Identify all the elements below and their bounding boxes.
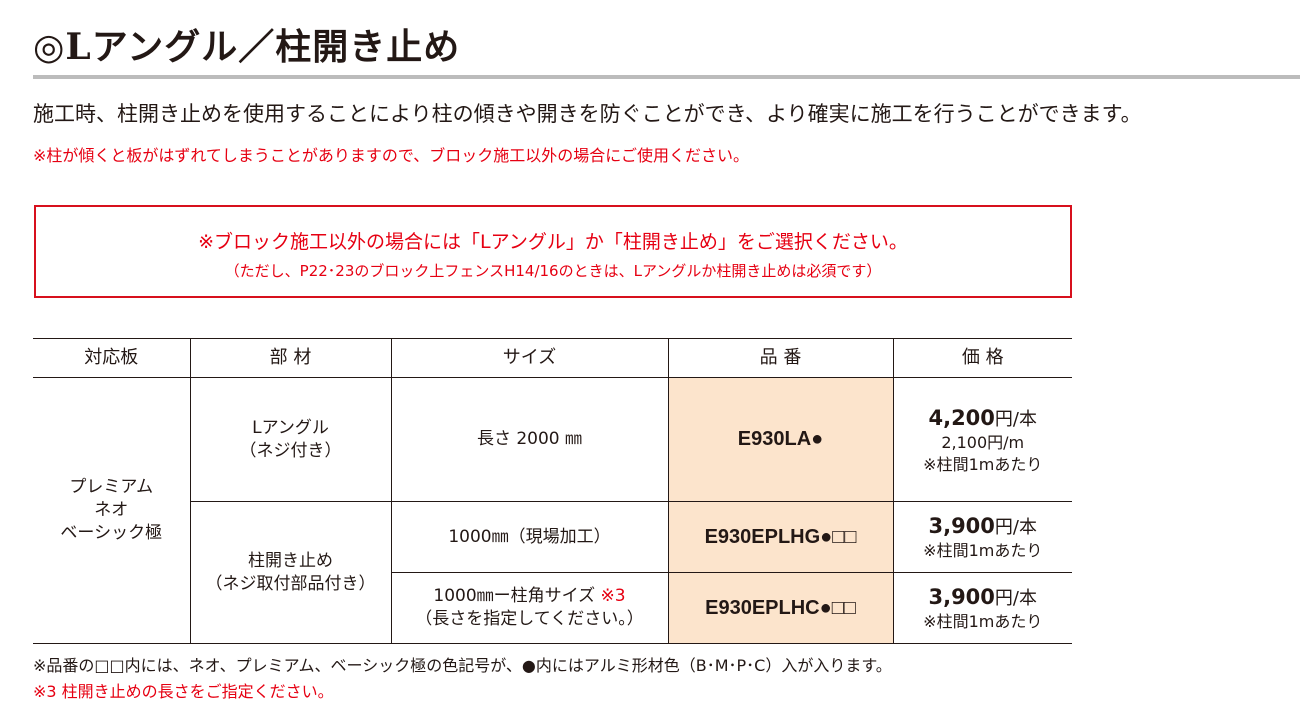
page-title: ◎Lアングル／柱開き止め [33,26,461,68]
board-premium: プレミアム [69,477,154,498]
footnote-3: ※3 柱開き止めの長さをご指定ください。 [33,682,334,701]
price-note: ※柱間1mあたり [923,454,1043,474]
size-cell: 1000㎜ー柱角サイズ ※3 （長さを指定してください。） [391,572,669,644]
board-neo: ネオ [94,500,129,521]
table-header-row: 対応板 部 材 サイズ 品 番 価 格 [33,338,1072,378]
price-cell: 3,900円/本 ※柱間1mあたり [892,501,1072,573]
code-cell: E930LA● [667,377,894,502]
notice-box: ※ブロック施工以外の場合には「Lアングル」か「柱開き止め」をご選択ください。 （… [34,205,1072,298]
price-value: 4,200 [928,405,995,430]
size-cell: 長さ 2000 ㎜ [390,377,669,502]
code-cell: E930EPLHC●□□ [667,572,894,644]
part-cell: Lアングル （ネジ付き） [189,377,392,502]
price-note: ※柱間1mあたり [923,612,1043,632]
board-basic: ベーシック極 [60,522,163,543]
price-unit: 円/本 [994,517,1037,539]
code-cell: E930EPLHG●□□ [667,501,894,573]
board-cell: プレミアム ネオ ベーシック極 [33,377,191,644]
header-code: 品 番 [667,338,894,378]
part-name: 柱開き止め [248,550,333,571]
table-row: プレミアム ネオ ベーシック極 Lアングル （ネジ付き） 長さ 2000 ㎜ E… [33,377,1072,644]
part-note: （ネジ付き） [239,440,342,461]
notice-line-1: ※ブロック施工以外の場合には「Lアングル」か「柱開き止め」をご選択ください。 [198,231,908,253]
header-size: サイズ [390,338,669,378]
price-note: ※柱間1mあたり [923,541,1043,561]
title-divider [33,75,1300,79]
price-value: 3,900 [928,585,995,610]
price-unit: 円/本 [994,408,1037,430]
size-cell: 1000㎜（現場加工） [390,501,669,573]
header-board: 対応板 [33,338,191,378]
part-cell: 柱開き止め （ネジ取付部品付き） [190,501,392,644]
part-name: Lアングル [252,417,329,438]
footnote-color-code: ※品番の□□内には、ネオ、プレミアム、ベーシック極の色記号が、●内にはアルミ形材… [33,656,892,675]
caution-note: ※柱が傾くと板がはずれてしまうことがありますので、ブロック施工以外の場合にご使用… [33,146,749,165]
header-part: 部 材 [189,338,392,378]
part-note: （ネジ取付部品付き） [205,573,376,594]
price-per-meter: 2,100円/m [941,433,1025,453]
product-table: 対応板 部 材 サイズ 品 番 価 格 プレミアム ネオ ベーシック極 Lアング… [33,338,1072,644]
price-cell: 3,900円/本 ※柱間1mあたり [892,572,1072,644]
size-footnote-mark: ※3 [600,586,626,607]
lead-text: 施工時、柱開き止めを使用することにより柱の傾きや開きを防ぐことができ、より確実に… [33,102,1142,126]
table-row: 1000㎜ー柱角サイズ ※3 （長さを指定してください。） E930EPLHC●… [33,572,1072,644]
price-cell: 4,200円/本 2,100円/m ※柱間1mあたり [892,377,1072,502]
price-unit: 円/本 [994,588,1037,610]
price-value: 3,900 [928,514,995,539]
size-text: 1000㎜ー柱角サイズ [433,586,596,607]
header-price: 価 格 [892,338,1072,378]
notice-line-2: （ただし、P22･23のブロック上フェンスH14/16のときは、Lアングルか柱開… [224,262,882,280]
size-note: （長さを指定してください。） [415,609,644,629]
